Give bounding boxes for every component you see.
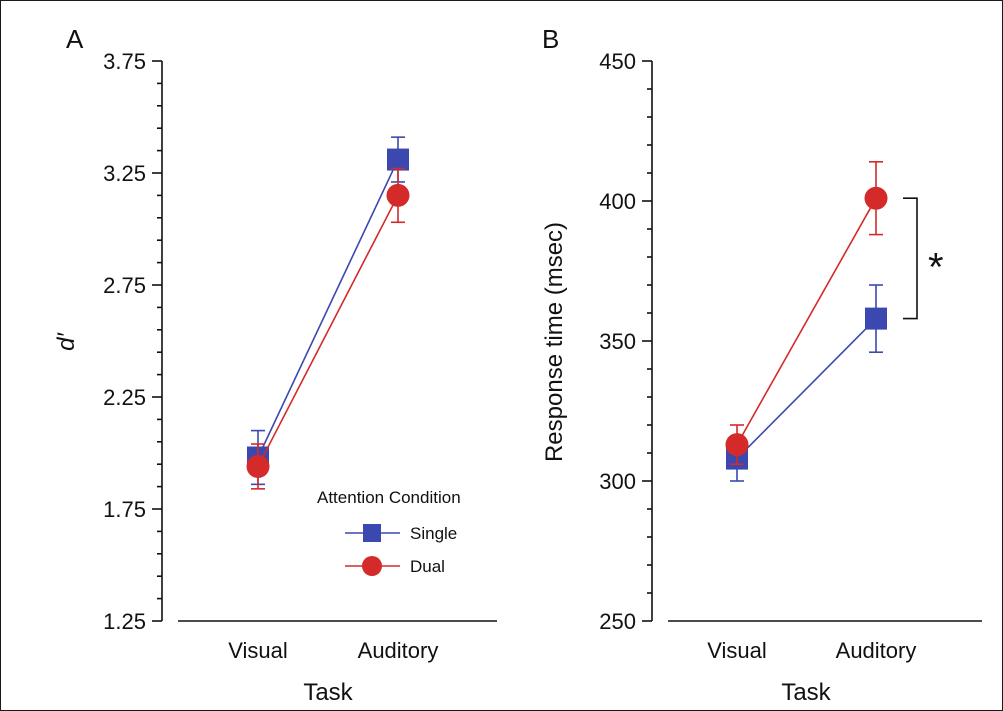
- panel-a-y-tick-label: 1.25: [103, 609, 146, 634]
- significance-bracket-line: [903, 197, 918, 320]
- panel-b-point-dual: [864, 186, 888, 210]
- panel-a-x-tick-label: Auditory: [358, 638, 439, 663]
- panel-a-point-single: [387, 148, 409, 171]
- legend-label-dual: Dual: [410, 557, 445, 576]
- panel-a-series-single-line: [257, 159, 399, 458]
- legend-marker-dual: [362, 556, 382, 576]
- legend-label-single: Single: [410, 524, 457, 543]
- panel-b-x-tick-label: Auditory: [836, 638, 917, 663]
- legend-marker-single: [363, 524, 381, 542]
- panel-a-y-tick-label: 2.25: [103, 385, 146, 410]
- panel-b-y-tick-label: 450: [599, 49, 636, 74]
- legend: Attention Condition Single Dual: [317, 488, 461, 576]
- panel-a-x-axis-label: Task: [303, 679, 353, 706]
- panel-a-point-dual: [386, 183, 410, 207]
- panel-b-series-dual-line: [736, 197, 877, 445]
- legend-title: Attention Condition: [317, 488, 461, 507]
- panel-a-plot: 1.25 1.75 2.25 2.75 3.25 3.75 Visual Auditory: [103, 49, 497, 663]
- panel-a-y-axis-label: d′: [53, 332, 80, 351]
- panel-b-point-dual: [725, 433, 749, 457]
- panel-b-x-tick-label: Visual: [707, 638, 767, 663]
- panel-b-plot: 250 300 350 400 450 Visual Auditory: [599, 49, 982, 663]
- significance-bracket: *: [903, 197, 944, 320]
- panel-b-y-tick-label: 300: [599, 469, 636, 494]
- panel-b-y-axis-label: Response time (msec): [541, 222, 568, 462]
- panel-b-y-tick-label: 400: [599, 189, 636, 214]
- panel-b-y-tick-label: 250: [599, 609, 636, 634]
- panel-a-x-tick-label: Visual: [228, 638, 288, 663]
- panel-a-y-tick-label: 3.75: [103, 49, 146, 74]
- panel-b-series-single-line: [736, 318, 877, 460]
- panel-a-point-dual: [246, 454, 270, 478]
- panel-b-x-axis-label: Task: [781, 679, 831, 706]
- panel-a-y-tick-label: 2.75: [103, 273, 146, 298]
- panel-a-series-dual-line: [257, 195, 399, 467]
- panel-a-y-tick-label: 3.25: [103, 161, 146, 186]
- panel-a-y-tick-label: 1.75: [103, 497, 146, 522]
- panel-b-y-tick-label: 350: [599, 329, 636, 354]
- panel-b-label: B: [542, 24, 559, 54]
- panel-b-point-single: [865, 307, 887, 330]
- significance-star: *: [928, 245, 944, 289]
- panel-a-label: A: [66, 24, 84, 54]
